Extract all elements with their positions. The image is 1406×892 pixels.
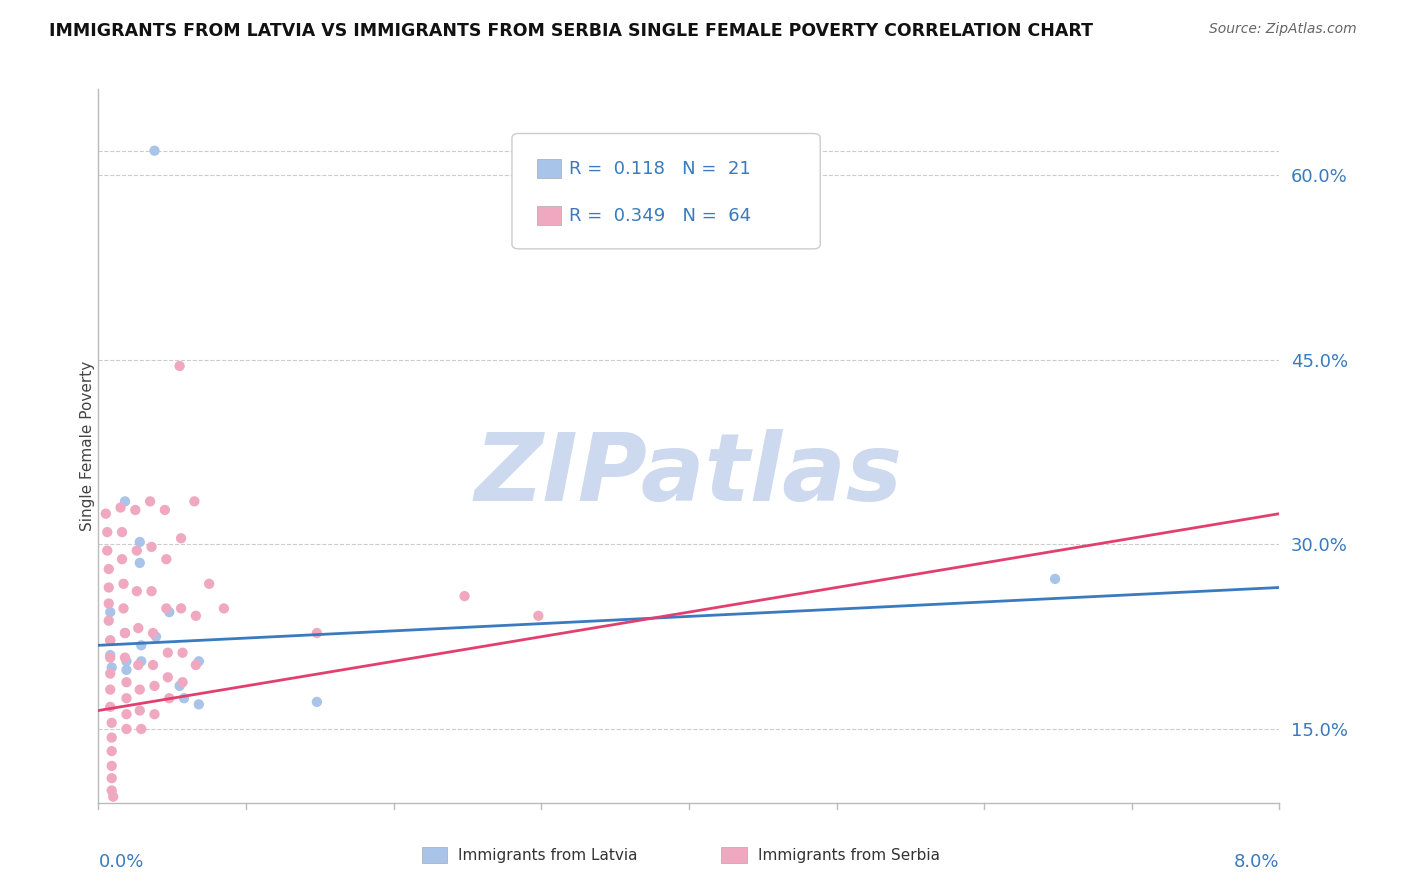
Text: Immigrants from Latvia: Immigrants from Latvia [458, 848, 638, 863]
Point [169, 679, 191, 693]
Point [115, 663, 138, 677]
Point [114, 494, 136, 508]
Point [114, 626, 136, 640]
Point [124, 503, 146, 517]
Point [127, 658, 149, 673]
Text: R =  0.349   N =  64: R = 0.349 N = 64 [569, 207, 751, 225]
Point [139, 494, 162, 508]
Point [97, 581, 120, 595]
Point [103, 789, 125, 804]
Point [170, 531, 193, 545]
Point [97, 562, 120, 576]
Point [97, 597, 120, 611]
Point [100, 731, 122, 745]
Point [98, 699, 121, 714]
Text: 0.0%: 0.0% [98, 853, 143, 871]
Point [143, 707, 166, 722]
Text: 8.0%: 8.0% [1234, 853, 1279, 871]
Point [94, 507, 117, 521]
Point [115, 722, 138, 736]
Point [114, 626, 136, 640]
Point [112, 601, 135, 615]
Point [156, 646, 179, 660]
Point [142, 626, 165, 640]
Point [128, 556, 150, 570]
Point [98, 605, 121, 619]
Text: R =  0.118   N =  21: R = 0.118 N = 21 [569, 160, 751, 178]
Point [98, 650, 121, 665]
Text: Source: ZipAtlas.com: Source: ZipAtlas.com [1209, 22, 1357, 37]
Point [305, 695, 328, 709]
Point [129, 638, 152, 652]
Point [100, 744, 122, 758]
Point [96, 525, 118, 540]
Point [128, 682, 150, 697]
Point [115, 675, 138, 690]
Point [98, 682, 121, 697]
Point [100, 759, 122, 773]
Y-axis label: Single Female Poverty: Single Female Poverty [80, 361, 94, 531]
Point [129, 654, 152, 668]
Point [155, 601, 177, 615]
Point [143, 144, 166, 158]
Point [111, 525, 134, 540]
Point [100, 771, 122, 785]
Point [153, 503, 176, 517]
Point [453, 589, 475, 603]
Point [187, 654, 209, 668]
Point [157, 605, 180, 619]
Point [115, 707, 138, 722]
Point [115, 691, 138, 706]
Point [143, 679, 166, 693]
Point [97, 614, 120, 628]
Point [98, 666, 121, 681]
Point [198, 576, 221, 591]
Text: Immigrants from Serbia: Immigrants from Serbia [758, 848, 939, 863]
Point [100, 783, 122, 797]
Point [145, 630, 167, 644]
Point [183, 494, 205, 508]
Point [100, 660, 122, 674]
Point [110, 500, 132, 515]
Point [128, 535, 150, 549]
Point [1043, 572, 1066, 586]
Point [172, 675, 194, 690]
Point [212, 601, 235, 615]
Text: IMMIGRANTS FROM LATVIA VS IMMIGRANTS FROM SERBIA SINGLE FEMALE POVERTY CORRELATI: IMMIGRANTS FROM LATVIA VS IMMIGRANTS FRO… [49, 22, 1094, 40]
Point [98, 648, 121, 662]
Point [527, 608, 550, 623]
Point [173, 691, 195, 706]
Point [187, 698, 209, 712]
Point [184, 658, 207, 673]
Point [155, 552, 177, 566]
Point [98, 633, 121, 648]
Point [142, 658, 165, 673]
Point [114, 650, 136, 665]
Point [100, 715, 122, 730]
Point [98, 633, 121, 648]
Point [127, 621, 149, 635]
Point [111, 552, 134, 566]
Point [129, 722, 152, 736]
Point [128, 704, 150, 718]
Text: ZIPatlas: ZIPatlas [475, 428, 903, 521]
Point [112, 576, 135, 591]
Point [157, 691, 180, 706]
Point [184, 608, 207, 623]
Point [156, 670, 179, 684]
Point [96, 543, 118, 558]
Point [125, 543, 148, 558]
Point [125, 584, 148, 599]
Point [141, 540, 163, 554]
Point [141, 584, 163, 599]
Point [172, 646, 194, 660]
Point [169, 359, 191, 373]
Point [170, 601, 193, 615]
Point [115, 654, 138, 668]
Point [305, 626, 328, 640]
